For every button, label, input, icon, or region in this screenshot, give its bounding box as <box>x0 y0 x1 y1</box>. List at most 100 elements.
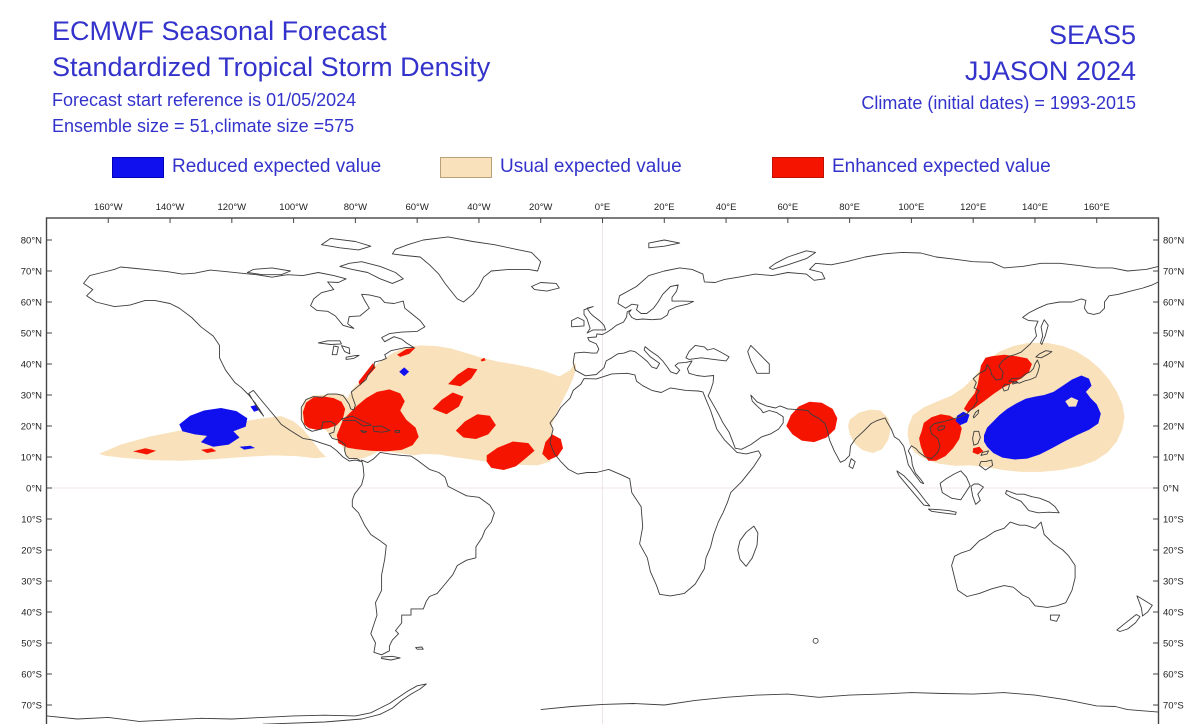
region-enhanced <box>133 448 157 455</box>
coastline <box>978 459 994 471</box>
axis-label-lon: 120°W <box>218 202 247 213</box>
axis-label-lat-left: 40°S <box>21 608 42 619</box>
anomaly-regions <box>99 342 1125 472</box>
region-enhanced <box>448 367 478 387</box>
region-reduced <box>239 445 255 450</box>
axis-label-lat-right: 10°S <box>1163 515 1184 526</box>
coastline <box>391 236 542 303</box>
axis-label-lon: 60°W <box>405 202 428 213</box>
region-reduced <box>399 367 410 377</box>
forecast-start-note: Forecast start reference is 01/05/2024 <box>52 90 357 110</box>
axis-label-lon: 140°W <box>156 202 185 213</box>
region-usual <box>848 409 891 453</box>
coastline <box>583 306 607 334</box>
axis-label-lat-right: 70°N <box>1163 267 1184 278</box>
axis-label-lon: 100°W <box>279 202 308 213</box>
axis-label-lat-left: 20°N <box>21 422 42 433</box>
region-enhanced <box>919 414 962 461</box>
axis-label-lat-right: 20°S <box>1163 546 1184 557</box>
axis-label-lat-left: 80°N <box>21 236 42 247</box>
axis-label-lat-right: 30°S <box>1163 577 1184 588</box>
map-axis-labels: 160°W 140°W 120°W 100°W 80°W 60°W 40°W 20°W 0°E 2… <box>21 202 1185 712</box>
legend-item-usual: Usual expected value <box>440 156 682 178</box>
coastline <box>747 344 770 374</box>
legend-swatch-usual <box>440 156 492 178</box>
region-enhanced <box>397 347 416 357</box>
coastline <box>648 239 681 249</box>
axis-label-lat-right: 10°N <box>1163 453 1184 464</box>
axis-label-lat-left: 10°S <box>21 515 42 526</box>
coastline <box>83 266 426 463</box>
region-enhanced <box>336 389 419 452</box>
axis-label-lat-left: 30°N <box>21 391 42 402</box>
axis-label-lon: 160°W <box>94 202 123 213</box>
coastline <box>540 692 1159 713</box>
coastline <box>980 450 990 456</box>
climate-note: Climate (initial dates) = 1993-2015 <box>861 93 1136 113</box>
axis-label-lon: 120°E <box>960 202 986 213</box>
coastline <box>572 251 1159 485</box>
coastline <box>331 345 339 356</box>
region-reduced <box>984 375 1101 460</box>
coastline <box>737 525 759 567</box>
coastline <box>531 282 560 292</box>
legend-item-enhanced: Enhanced expected value <box>772 156 1051 178</box>
axis-label-lon: 80°E <box>839 202 860 213</box>
coastline <box>972 409 980 419</box>
region-enhanced <box>542 434 563 461</box>
axis-label-lat-right: 80°N <box>1163 236 1184 247</box>
coastlines <box>46 236 1159 724</box>
axis-label-lat-left: 60°S <box>21 670 42 681</box>
coastline <box>381 655 401 661</box>
axis-label-lat-right: 50°S <box>1163 639 1184 650</box>
axis-label-lon: 20°E <box>654 202 675 213</box>
coastline <box>1002 383 1011 392</box>
coastline <box>372 425 391 433</box>
axis-label-lat-left: 70°N <box>21 267 42 278</box>
axis-label-lon: 40°E <box>716 202 737 213</box>
region-enhanced <box>432 392 464 415</box>
coastline <box>351 451 495 656</box>
axis-label-lon: 100°E <box>898 202 924 213</box>
coastline <box>339 261 404 284</box>
axis-label-lat-right: 60°S <box>1163 670 1184 681</box>
coastline <box>320 237 372 251</box>
coastline <box>939 470 971 501</box>
ensemble-size-note: Ensemble size = 51,climate size =575 <box>52 116 355 136</box>
region-reduced <box>179 408 248 447</box>
coastline <box>341 415 372 427</box>
coastline <box>848 458 856 469</box>
legend-item-reduced: Reduced expected value <box>112 156 381 178</box>
legend-label-enhanced: Enhanced expected value <box>832 156 1051 177</box>
region-enhanced <box>480 357 486 362</box>
region-enhanced <box>963 354 1032 413</box>
legend-label-usual: Usual expected value <box>500 156 682 177</box>
region-enhanced <box>358 363 376 386</box>
coastline <box>972 430 981 446</box>
season-label: JJASON 2024 <box>964 56 1136 86</box>
coastline <box>1008 359 1041 384</box>
system-label: SEAS5 <box>1048 20 1136 50</box>
legend-swatch-enhanced <box>772 156 824 178</box>
region-enhanced <box>486 441 535 470</box>
map-ticks <box>46 218 1159 706</box>
coastline <box>1040 319 1049 345</box>
coastline <box>1136 595 1153 617</box>
region-enhanced <box>200 448 217 453</box>
coastline <box>927 508 957 515</box>
coastline <box>937 425 946 432</box>
coastline <box>1012 380 1019 385</box>
coastline <box>1116 614 1141 632</box>
axis-label-lon: 80°W <box>344 202 367 213</box>
region-enhanced <box>455 414 496 439</box>
axis-label-lon: 40°W <box>467 202 490 213</box>
coastline <box>360 430 368 434</box>
axis-label-lat-left: 40°N <box>21 360 42 371</box>
axis-label-lat-right: 30°N <box>1163 391 1184 402</box>
coastline <box>571 317 585 328</box>
axis-label-lat-right: 50°N <box>1163 329 1184 340</box>
page-subtitle: Standardized Tropical Storm Density <box>52 52 491 82</box>
axis-label-lat-right: 70°S <box>1163 701 1184 712</box>
axis-label-lat-right: 40°N <box>1163 360 1184 371</box>
